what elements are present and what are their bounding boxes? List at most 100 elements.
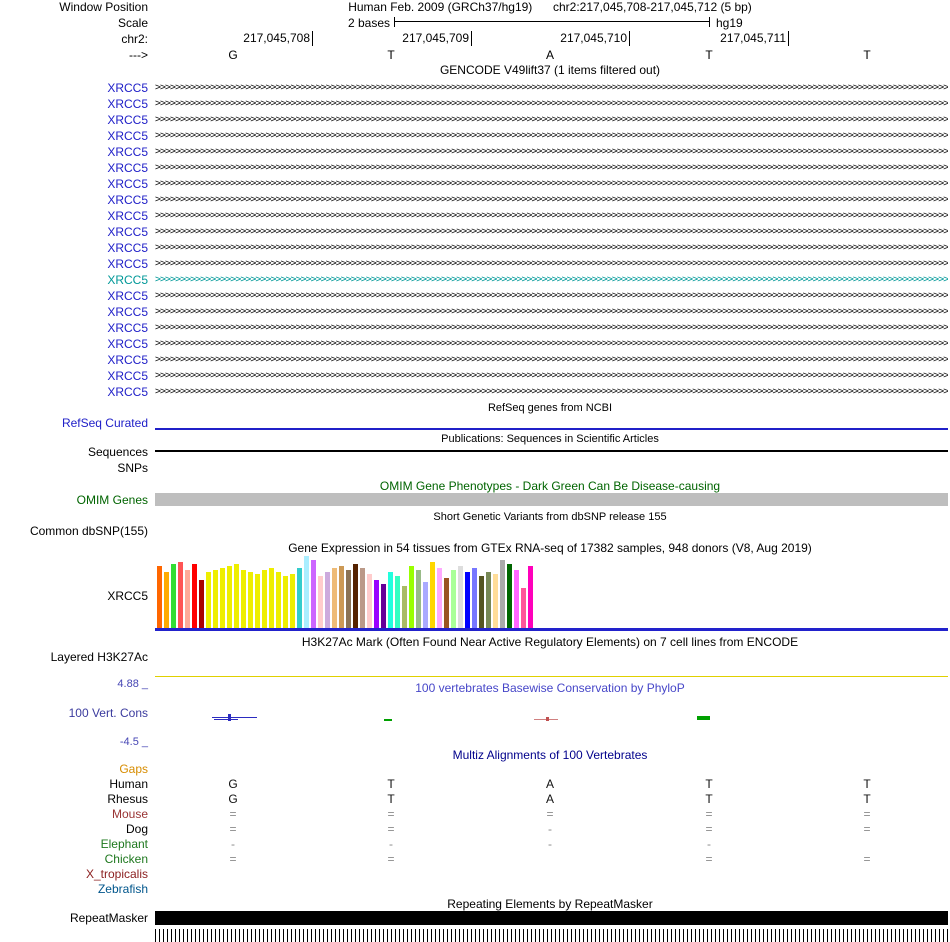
refseq-curated-item[interactable] — [155, 428, 948, 430]
gtex-expression-bar[interactable] — [234, 564, 239, 628]
gtex-expression-bar[interactable] — [423, 582, 428, 628]
transcript-label[interactable]: XRCC5 — [107, 369, 148, 383]
transcript-intron-arrows[interactable]: >>>>>>>>>>>>>>>>>>>>>>>>>>>>>>>>>>>>>>>>… — [155, 162, 948, 173]
publications-sequence-item[interactable] — [155, 450, 948, 452]
gtex-expression-bar[interactable] — [507, 564, 512, 628]
transcript-label[interactable]: XRCC5 — [107, 225, 148, 239]
transcript-label[interactable]: XRCC5 — [107, 273, 148, 287]
base-position-ruler[interactable] — [155, 929, 948, 942]
gtex-expression-bar[interactable] — [360, 568, 365, 628]
gtex-expression-bar[interactable] — [269, 568, 274, 628]
transcript-intron-arrows[interactable]: >>>>>>>>>>>>>>>>>>>>>>>>>>>>>>>>>>>>>>>>… — [155, 306, 948, 317]
gtex-expression-bar[interactable] — [311, 560, 316, 628]
transcript-intron-arrows[interactable]: >>>>>>>>>>>>>>>>>>>>>>>>>>>>>>>>>>>>>>>>… — [155, 146, 948, 157]
snps-label[interactable]: SNPs — [117, 461, 148, 475]
phylop-signal-mark[interactable] — [546, 717, 549, 721]
transcript-intron-arrows[interactable]: >>>>>>>>>>>>>>>>>>>>>>>>>>>>>>>>>>>>>>>>… — [155, 114, 948, 125]
gtex-expression-bar[interactable] — [514, 570, 519, 628]
track-title-gtex[interactable]: Gene Expression in 54 tissues from GTEx … — [288, 541, 812, 555]
gtex-expression-bar[interactable] — [248, 572, 253, 628]
track-title-phylop[interactable]: 100 vertebrates Basewise Conservation by… — [415, 681, 685, 695]
phylop-signal-mark[interactable] — [214, 719, 238, 720]
transcript-label[interactable]: XRCC5 — [107, 321, 148, 335]
phylop-signal-mark[interactable] — [384, 719, 392, 721]
track-title-refseq[interactable]: RefSeq genes from NCBI — [487, 402, 613, 414]
transcript-intron-arrows[interactable]: >>>>>>>>>>>>>>>>>>>>>>>>>>>>>>>>>>>>>>>>… — [155, 370, 948, 381]
gtex-expression-bar[interactable] — [241, 570, 246, 628]
transcript-label[interactable]: XRCC5 — [107, 97, 148, 111]
gtex-expression-bar[interactable] — [381, 584, 386, 628]
gtex-expression-bar[interactable] — [192, 564, 197, 628]
transcript-intron-arrows[interactable]: >>>>>>>>>>>>>>>>>>>>>>>>>>>>>>>>>>>>>>>>… — [155, 274, 948, 285]
gtex-expression-bar[interactable] — [451, 570, 456, 628]
transcript-label[interactable]: XRCC5 — [107, 145, 148, 159]
gtex-expression-bar[interactable] — [395, 576, 400, 628]
transcript-label[interactable]: XRCC5 — [107, 257, 148, 271]
sequences-label[interactable]: Sequences — [87, 445, 148, 459]
transcript-intron-arrows[interactable]: >>>>>>>>>>>>>>>>>>>>>>>>>>>>>>>>>>>>>>>>… — [155, 258, 948, 269]
refseq-curated-label[interactable]: RefSeq Curated — [61, 416, 148, 430]
multiz-species-label[interactable]: Chicken — [104, 852, 148, 866]
gtex-expression-bar[interactable] — [185, 570, 190, 628]
gtex-expression-bar[interactable] — [339, 566, 344, 628]
gtex-expression-bar[interactable] — [528, 566, 533, 628]
gtex-expression-bar[interactable] — [157, 566, 162, 628]
transcript-label[interactable]: XRCC5 — [107, 193, 148, 207]
gtex-expression-bar[interactable] — [374, 580, 379, 628]
gtex-expression-bar[interactable] — [472, 568, 477, 628]
gtex-expression-bar[interactable] — [332, 568, 337, 628]
gtex-expression-bar[interactable] — [409, 566, 414, 628]
track-title-gencode[interactable]: GENCODE V49lift37 (1 items filtered out) — [439, 63, 661, 77]
repeatmasker-element-bar[interactable] — [155, 911, 948, 925]
transcript-label[interactable]: XRCC5 — [107, 113, 148, 127]
gtex-expression-bar[interactable] — [178, 562, 183, 628]
multiz-species-label[interactable]: Zebrafish — [97, 882, 148, 896]
gtex-expression-bar[interactable] — [367, 574, 372, 628]
gtex-expression-bar[interactable] — [444, 578, 449, 628]
gtex-expression-bar[interactable] — [493, 574, 498, 628]
transcript-intron-arrows[interactable]: >>>>>>>>>>>>>>>>>>>>>>>>>>>>>>>>>>>>>>>>… — [155, 98, 948, 109]
transcript-intron-arrows[interactable]: >>>>>>>>>>>>>>>>>>>>>>>>>>>>>>>>>>>>>>>>… — [155, 194, 948, 205]
transcript-intron-arrows[interactable]: >>>>>>>>>>>>>>>>>>>>>>>>>>>>>>>>>>>>>>>>… — [155, 130, 948, 141]
gtex-expression-bar[interactable] — [199, 580, 204, 628]
gtex-expression-bar[interactable] — [479, 576, 484, 628]
transcript-intron-arrows[interactable]: >>>>>>>>>>>>>>>>>>>>>>>>>>>>>>>>>>>>>>>>… — [155, 226, 948, 237]
gtex-expression-bar[interactable] — [353, 564, 358, 628]
transcript-label[interactable]: XRCC5 — [107, 129, 148, 143]
transcript-label[interactable]: XRCC5 — [107, 353, 148, 367]
gtex-expression-bar[interactable] — [346, 570, 351, 628]
gtex-expression-bar[interactable] — [430, 562, 435, 628]
multiz-species-label[interactable]: X_tropicalis — [85, 867, 148, 881]
phylop-signal-mark[interactable] — [697, 716, 710, 720]
gtex-expression-bar[interactable] — [318, 576, 323, 628]
track-title-dbsnp[interactable]: Short Genetic Variants from dbSNP releas… — [433, 511, 667, 523]
gtex-expression-bar[interactable] — [388, 572, 393, 628]
gtex-expression-bar[interactable] — [206, 572, 211, 628]
omim-genes-label[interactable]: OMIM Genes — [76, 493, 148, 507]
multiz-species-label[interactable]: Gaps — [119, 762, 148, 776]
gtex-expression-bar[interactable] — [486, 572, 491, 628]
gtex-expression-bar[interactable] — [213, 570, 218, 628]
gtex-expression-bar[interactable] — [304, 556, 309, 628]
gtex-expression-bar[interactable] — [500, 560, 505, 628]
gtex-baseline[interactable] — [155, 628, 948, 631]
transcript-intron-arrows[interactable]: >>>>>>>>>>>>>>>>>>>>>>>>>>>>>>>>>>>>>>>>… — [155, 338, 948, 349]
transcript-intron-arrows[interactable]: >>>>>>>>>>>>>>>>>>>>>>>>>>>>>>>>>>>>>>>>… — [155, 290, 948, 301]
gtex-expression-bar[interactable] — [220, 568, 225, 628]
gtex-expression-bar[interactable] — [283, 576, 288, 628]
phylop-signal-mark[interactable] — [228, 714, 231, 721]
gtex-gene-label[interactable]: XRCC5 — [107, 589, 148, 603]
common-dbsnp-label[interactable]: Common dbSNP(155) — [29, 524, 148, 538]
transcript-label[interactable]: XRCC5 — [107, 209, 148, 223]
track-title-repeatmasker[interactable]: Repeating Elements by RepeatMasker — [447, 897, 653, 911]
gtex-expression-bar[interactable] — [290, 574, 295, 628]
transcript-intron-arrows[interactable]: >>>>>>>>>>>>>>>>>>>>>>>>>>>>>>>>>>>>>>>>… — [155, 82, 948, 93]
multiz-species-label[interactable]: Human — [109, 777, 148, 791]
transcript-intron-arrows[interactable]: >>>>>>>>>>>>>>>>>>>>>>>>>>>>>>>>>>>>>>>>… — [155, 242, 948, 253]
gtex-expression-bar[interactable] — [521, 588, 526, 628]
h3k27ac-signal-line[interactable] — [155, 676, 948, 677]
transcript-label[interactable]: XRCC5 — [107, 161, 148, 175]
transcript-label[interactable]: XRCC5 — [107, 241, 148, 255]
phylop-signal-mark[interactable] — [212, 717, 257, 718]
gtex-expression-bar[interactable] — [262, 570, 267, 628]
